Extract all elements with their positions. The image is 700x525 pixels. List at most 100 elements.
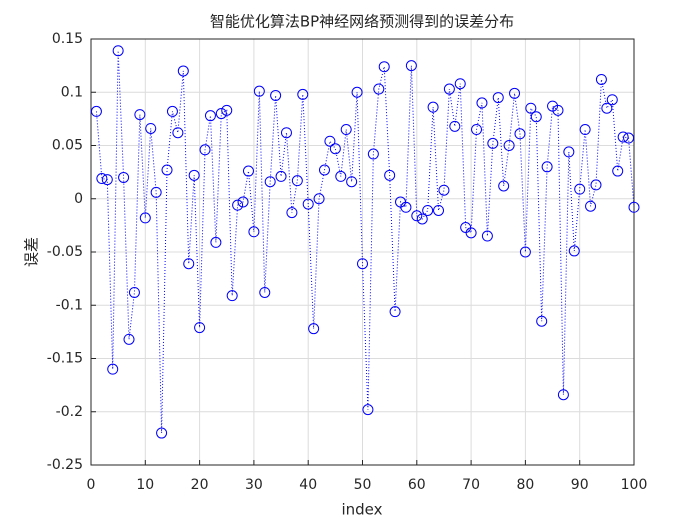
data-point — [107, 363, 119, 375]
data-point — [340, 124, 352, 136]
data-point — [204, 110, 216, 122]
data-point — [150, 186, 162, 198]
data-point — [156, 427, 168, 439]
data-point — [519, 246, 531, 258]
data-point — [96, 173, 108, 185]
y-tick-label: 0.05 — [52, 138, 83, 154]
y-tick-label: 0.1 — [61, 84, 83, 100]
data-point — [318, 164, 330, 176]
data-point — [226, 290, 238, 302]
data-point — [541, 161, 553, 173]
data-point — [509, 87, 521, 99]
y-tick-label: 0.15 — [52, 31, 83, 47]
y-tick-label: -0.15 — [47, 351, 83, 367]
data-point — [210, 236, 222, 248]
data-point — [264, 176, 276, 188]
data-point — [579, 124, 591, 136]
data-point — [498, 180, 510, 192]
x-tick-label: 90 — [571, 477, 589, 493]
data-point — [487, 137, 499, 149]
data-point — [367, 148, 379, 160]
y-tick-label: -0.1 — [56, 297, 83, 313]
data-point — [335, 170, 347, 182]
data-point — [400, 201, 412, 213]
data-point — [628, 201, 640, 213]
x-tick-label: 20 — [191, 477, 209, 493]
chart-title: 智能优化算法BP神经网络预测得到的误差分布 — [210, 13, 514, 31]
axes-box — [90, 38, 635, 466]
data-point — [248, 226, 260, 238]
data-point — [568, 245, 580, 257]
x-tick-label: 30 — [245, 477, 263, 493]
data-point — [443, 83, 455, 95]
data-point — [427, 101, 439, 113]
data-point — [617, 131, 629, 143]
data-point — [384, 169, 396, 181]
y-tick-label: -0.05 — [47, 244, 83, 260]
data-point — [253, 85, 265, 97]
data-point — [492, 92, 504, 104]
data-point — [194, 322, 206, 334]
data-point — [275, 170, 287, 182]
data-point — [297, 88, 309, 100]
data-point — [188, 169, 200, 181]
data-point — [139, 212, 151, 224]
data-point — [302, 198, 314, 210]
data-point — [449, 120, 461, 132]
data-point — [574, 183, 586, 195]
data-point — [123, 333, 135, 345]
x-tick-label: 70 — [462, 477, 480, 493]
data-point — [389, 306, 401, 318]
x-tick-label: 100 — [621, 477, 648, 493]
data-point — [199, 144, 211, 156]
data-point — [438, 184, 450, 196]
x-tick-label: 10 — [136, 477, 154, 493]
data-point — [557, 389, 569, 401]
data-point — [503, 140, 515, 151]
y-tick-label: -0.2 — [56, 404, 83, 420]
data-point — [112, 45, 124, 57]
x-tick-label: 40 — [299, 477, 317, 493]
data-point — [416, 213, 428, 225]
data-point — [270, 89, 282, 101]
data-point — [595, 73, 607, 85]
data-point — [291, 175, 303, 187]
y-axis-label: 误差 — [23, 237, 41, 267]
y-tick-label: 0 — [74, 191, 83, 207]
x-tick-label: 80 — [516, 477, 534, 493]
data-point — [405, 60, 417, 72]
data-point — [128, 286, 140, 298]
data-point — [465, 227, 477, 239]
data-point — [308, 323, 320, 335]
data-point — [90, 105, 102, 117]
data-point — [134, 109, 146, 121]
data-point — [525, 102, 537, 114]
data-point — [183, 258, 195, 270]
data-point — [481, 230, 493, 242]
y-tick-label: -0.25 — [47, 457, 83, 473]
data-point — [411, 210, 423, 222]
data-point — [172, 127, 184, 139]
data-point — [612, 165, 624, 177]
data-point — [259, 286, 271, 298]
data-point — [242, 165, 254, 177]
data-point — [476, 97, 488, 109]
data-point — [177, 65, 189, 77]
data-point — [530, 111, 542, 123]
x-tick-label: 50 — [354, 477, 372, 493]
data-point — [433, 204, 445, 216]
data-point — [237, 196, 249, 208]
data-point — [145, 122, 157, 134]
data-point — [454, 78, 466, 90]
data-point — [471, 124, 483, 136]
data-point — [232, 199, 244, 211]
data-point — [422, 204, 434, 216]
data-point — [161, 164, 173, 176]
data-point — [601, 102, 613, 114]
x-tick-label: 0 — [87, 477, 96, 493]
data-point — [552, 104, 564, 116]
data-point — [536, 315, 548, 327]
data-point — [329, 143, 341, 155]
data-point — [101, 174, 113, 186]
